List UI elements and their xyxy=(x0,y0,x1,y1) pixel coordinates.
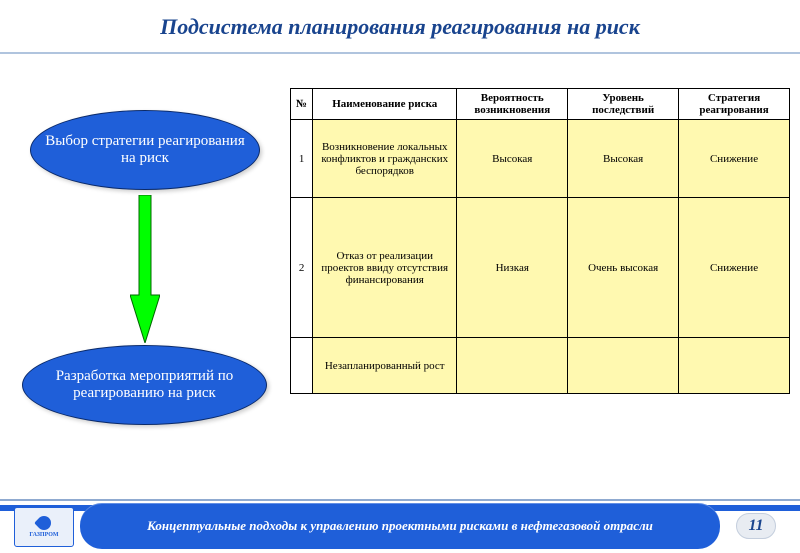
cell-name: Возникновение локальных конфликтов и гра… xyxy=(313,120,457,198)
cell-strategy: Снижение xyxy=(679,120,790,198)
col-strategy: Стратегия реагирования xyxy=(679,89,790,120)
cell-impact: Очень высокая xyxy=(568,198,679,338)
cell-strategy: Снижение xyxy=(679,198,790,338)
content-area: Выбор стратегии реагирования на риск Раз… xyxy=(0,80,800,490)
cell-prob xyxy=(457,338,568,394)
cell-impact xyxy=(568,338,679,394)
page-title: Подсистема планирования реагирования на … xyxy=(0,0,800,48)
col-name: Наименование риска xyxy=(313,89,457,120)
cell-strategy xyxy=(679,338,790,394)
arrow-down-icon xyxy=(130,195,160,343)
flame-icon xyxy=(34,513,54,533)
table-row: 1 Возникновение локальных конфликтов и г… xyxy=(291,120,790,198)
footer-bar: Концептуальные подходы к управлению прое… xyxy=(80,503,720,549)
ellipse-development-label: Разработка мероприятий по реагированию н… xyxy=(33,368,256,402)
table-row: Незапланированный рост xyxy=(291,338,790,394)
cell-name: Отказ от реализации проектов ввиду отсут… xyxy=(313,198,457,338)
cell-num: 2 xyxy=(291,198,313,338)
cell-num: 1 xyxy=(291,120,313,198)
cell-impact: Высокая xyxy=(568,120,679,198)
arrow-down xyxy=(130,195,160,343)
col-num: № xyxy=(291,89,313,120)
table-header-row: № Наименование риска Вероятность возникн… xyxy=(291,89,790,120)
cell-prob: Высокая xyxy=(457,120,568,198)
footer-text: Концептуальные подходы к управлению прое… xyxy=(147,518,653,534)
title-underline xyxy=(0,52,800,54)
cell-name: Незапланированный рост xyxy=(313,338,457,394)
col-prob: Вероятность возникновения xyxy=(457,89,568,120)
table-row: 2 Отказ от реализации проектов ввиду отс… xyxy=(291,198,790,338)
risk-table: № Наименование риска Вероятность возникн… xyxy=(290,88,790,394)
ellipse-development: Разработка мероприятий по реагированию н… xyxy=(22,345,267,425)
gazprom-logo: ГАЗПРОМ xyxy=(14,507,74,547)
logo-text: ГАЗПРОМ xyxy=(29,532,58,538)
ellipse-strategy: Выбор стратегии реагирования на риск xyxy=(30,110,260,190)
ellipse-strategy-label: Выбор стратегии реагирования на риск xyxy=(41,133,249,167)
page-number: 11 xyxy=(736,513,776,539)
cell-prob: Низкая xyxy=(457,198,568,338)
col-impact: Уровень последствий xyxy=(568,89,679,120)
cell-num xyxy=(291,338,313,394)
page-number-value: 11 xyxy=(748,517,763,535)
